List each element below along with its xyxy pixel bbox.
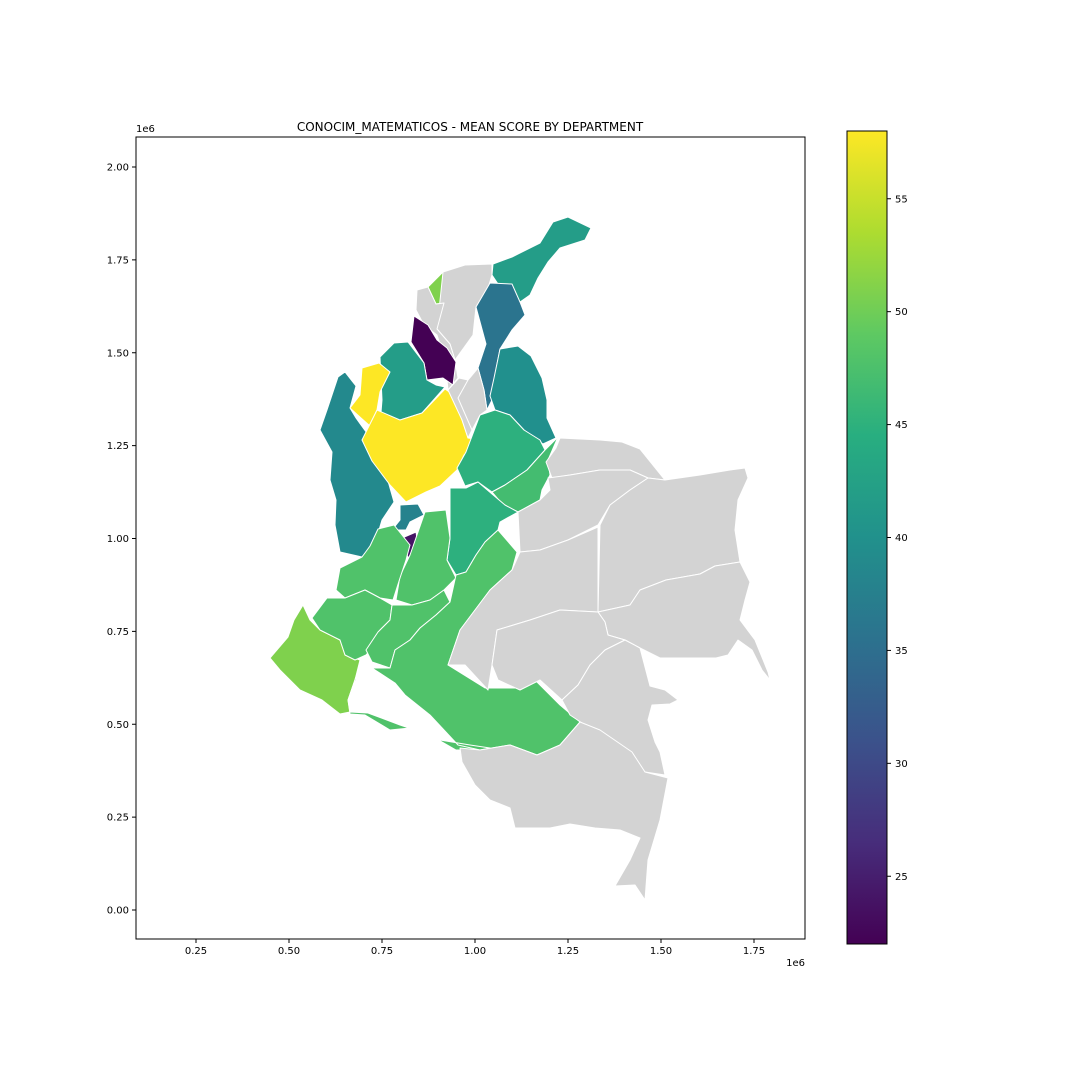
department-region [457, 367, 488, 431]
y-tick-label: 1.00 [107, 534, 129, 545]
department-region [391, 503, 425, 531]
colorbar-tick-label: 40 [895, 533, 908, 544]
x-tick-label: 1.50 [650, 946, 672, 957]
department-region [517, 469, 649, 553]
y-tick-label: 0.00 [107, 906, 129, 917]
y-tick-label: 2.00 [107, 163, 129, 174]
x-tick-label: 0.75 [371, 946, 393, 957]
chart-title: CONOCIM_MATEMATICOS - MEAN SCORE BY DEPA… [297, 120, 644, 134]
department-region [459, 721, 669, 901]
x-axis-ticks: 0.25 0.50 0.75 1.00 1.25 1.50 1.75 [185, 939, 765, 957]
colorbar [846, 130, 888, 945]
colorbar-ticks: 25 30 35 40 45 50 55 [887, 194, 908, 883]
department-region [489, 345, 557, 445]
y-tick-label: 1.50 [107, 348, 129, 359]
y-offset-label: 1e6 [136, 124, 155, 135]
x-tick-label: 1.00 [464, 946, 486, 957]
colorbar-tick-label: 55 [895, 194, 908, 205]
colorbar-tick-label: 50 [895, 307, 908, 318]
y-axis-ticks: 0.00 0.25 0.50 0.75 1.00 1.25 1.50 1.75 2.00 [107, 163, 136, 917]
x-tick-label: 1.25 [557, 946, 579, 957]
x-tick-label: 1.75 [743, 946, 765, 957]
x-tick-label: 0.25 [185, 946, 207, 957]
y-tick-label: 0.50 [107, 720, 129, 731]
colorbar-tick-label: 35 [895, 646, 908, 657]
y-tick-label: 0.25 [107, 813, 129, 824]
colorbar-tick-label: 25 [895, 872, 908, 883]
y-tick-label: 1.75 [107, 255, 129, 266]
map-regions [269, 216, 771, 901]
y-tick-label: 0.75 [107, 627, 129, 638]
x-tick-label: 0.50 [278, 946, 300, 957]
x-offset-label: 1e6 [786, 958, 805, 969]
colorbar-tick-label: 30 [895, 759, 908, 770]
colorbar-tick-label: 45 [895, 420, 908, 431]
y-tick-label: 1.25 [107, 441, 129, 452]
